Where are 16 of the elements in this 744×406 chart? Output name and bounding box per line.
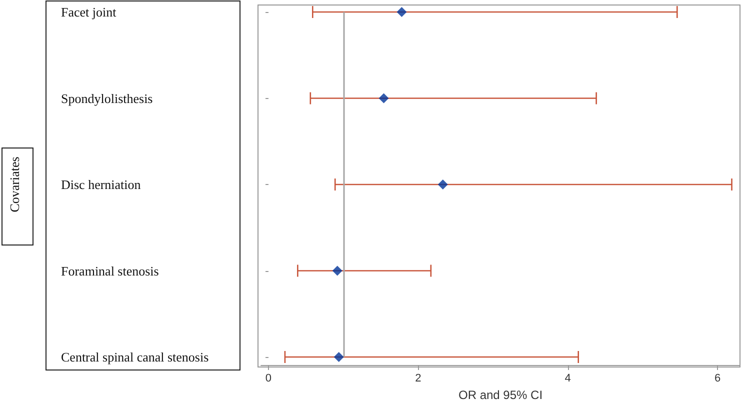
y-tick-label: Facet joint (61, 4, 117, 20)
y-tick-label: Foraminal stenosis (61, 263, 159, 278)
point (334, 352, 344, 362)
point (378, 93, 389, 104)
y-tick-label: Spondylolisthesis (61, 90, 153, 106)
y-tick-label: Disc herniation (61, 177, 142, 192)
x-tick-label: 0 (265, 372, 272, 384)
y-axis-title: Covariates (7, 156, 22, 212)
point (396, 7, 407, 17)
x-tick-label: 6 (714, 372, 721, 384)
point (332, 266, 342, 276)
x-tick-label: 4 (564, 372, 571, 384)
x-axis-title: OR and 95% CI (458, 388, 543, 402)
y-tick-label: Central spinal canal stenosis (61, 350, 209, 364)
x-tick-label: 2 (415, 372, 422, 384)
point (438, 180, 448, 190)
